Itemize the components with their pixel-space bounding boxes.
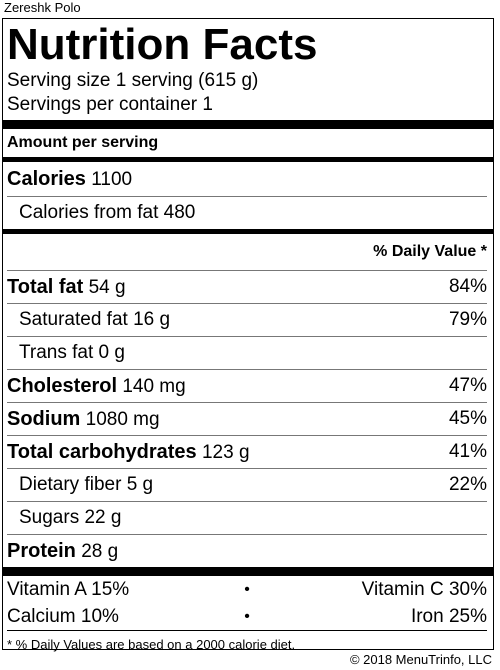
nutrient-row-trans-fat: Trans fat 0 g: [7, 336, 487, 369]
nutrient-dv: 41%: [448, 441, 487, 462]
thick-divider: [3, 120, 493, 129]
nutrient-row-total-fat: Total fat 54 g 84%: [7, 270, 487, 303]
nutrient-dv: 22%: [448, 474, 487, 495]
label-title: Nutrition Facts: [7, 20, 318, 69]
nutrient-row-cholesterol: Cholesterol 140 mg 47%: [7, 369, 487, 402]
calories-from-fat-row: Calories from fat 480: [7, 196, 487, 229]
nutrient-row-total-carbohydrates: Total carbohydrates 123 g 41%: [7, 435, 487, 468]
nutrient-value: 28 g: [81, 540, 119, 562]
vitamin-row: Calcium 10% • Iron 25%: [7, 603, 487, 630]
nutrient-dv: 79%: [448, 309, 487, 330]
calories-row: Calories 1100: [7, 162, 487, 196]
copyright: © 2018 MenuTrinfo, LLC: [349, 652, 492, 667]
nutrient-row-dietary-fiber: Dietary fiber 5 g 22%: [7, 468, 487, 501]
calories-label: Calories: [7, 167, 86, 190]
vitamin-row: Vitamin A 15% • Vitamin C 30%: [7, 576, 487, 603]
amount-per-serving: Amount per serving: [7, 134, 159, 151]
dish-name: Zereshk Polo: [4, 0, 81, 15]
nutrient-row-saturated-fat: Saturated fat 16 g 79%: [7, 303, 487, 336]
vitamin-right: Iron 25%: [410, 605, 487, 627]
vitamin-right: Vitamin C 30%: [361, 578, 487, 600]
nutrient-row-protein: Protein 28 g: [7, 534, 487, 567]
vitamin-left: Vitamin A 15%: [7, 578, 130, 600]
nutrient-value: 54 g: [88, 276, 126, 298]
servings-per-container: Servings per container 1: [7, 94, 213, 115]
nutrient-label: Sugars 22 g: [19, 507, 122, 528]
nutrient-label: Cholesterol: [7, 374, 118, 397]
serving-size: Serving size 1 serving (615 g): [7, 70, 259, 91]
nutrient-dv: 84%: [448, 276, 487, 297]
nutrient-dv: 45%: [448, 408, 487, 429]
nutrient-value: 140 mg: [122, 375, 186, 397]
nutrition-label: Nutrition Facts Serving size 1 serving (…: [2, 18, 494, 652]
bullet-icon: •: [244, 580, 250, 598]
nutrient-value: 1080 mg: [85, 408, 160, 430]
nutrient-row-sodium: Sodium 1080 mg 45%: [7, 402, 487, 435]
daily-value-header: % Daily Value *: [7, 234, 487, 270]
thick-divider: [3, 567, 493, 576]
nutrient-label: Total fat: [7, 275, 84, 298]
medium-divider: [3, 157, 493, 162]
nutrient-dv: 47%: [448, 375, 487, 396]
calories-from-fat: Calories from fat 480: [19, 202, 196, 223]
nutrient-label: Dietary fiber 5 g: [19, 474, 154, 495]
nutrient-label: Saturated fat 16 g: [19, 309, 171, 330]
nutrient-label: Total carbohydrates: [7, 440, 197, 463]
bullet-icon: •: [244, 607, 250, 625]
nutrient-label: Trans fat 0 g: [19, 342, 125, 363]
medium-divider: [3, 229, 493, 234]
nutrient-label: Sodium: [7, 407, 81, 430]
nutrient-row-sugars: Sugars 22 g: [7, 501, 487, 534]
footnote-text: * % Daily Values are based on a 2000 cal…: [7, 636, 296, 652]
nutrient-value: 123 g: [201, 441, 250, 463]
calories-value: 1100: [91, 168, 133, 190]
footnote: * % Daily Values are based on a 2000 cal…: [7, 630, 487, 657]
nutrient-label: Protein: [7, 539, 76, 562]
vitamin-left: Calcium 10%: [7, 605, 119, 627]
daily-value-header-text: % Daily Value *: [373, 243, 487, 260]
